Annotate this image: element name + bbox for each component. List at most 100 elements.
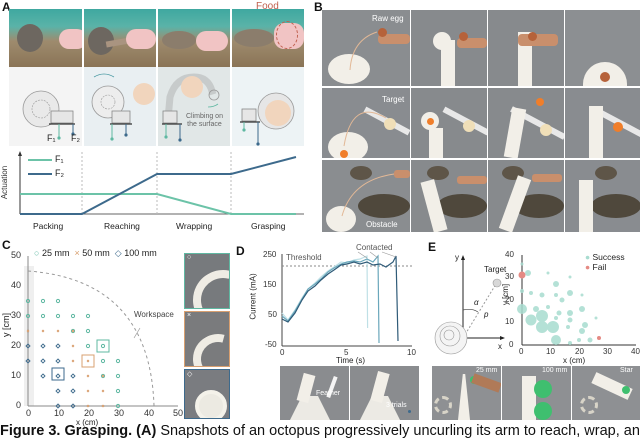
c-ytick-30: 30 bbox=[11, 310, 22, 320]
e-ytick-10: 10 bbox=[505, 317, 514, 326]
legend-success-text: Success bbox=[592, 252, 625, 262]
phase-wrapping: Wrapping bbox=[176, 221, 213, 231]
workspace-label: Workspace bbox=[134, 310, 174, 319]
e-xtick-0: 0 bbox=[519, 347, 524, 356]
phase-packing: Packing bbox=[33, 221, 64, 231]
c-xlabel: x (cm) bbox=[76, 418, 99, 427]
inset-25mm: ○ bbox=[184, 253, 230, 309]
legend-f2: F₂ bbox=[55, 168, 64, 178]
schematic-reaching bbox=[84, 67, 156, 146]
obstacle-photo-3 bbox=[488, 160, 564, 232]
e-ytick-40: 40 bbox=[505, 250, 514, 259]
e-xtick-30: 30 bbox=[603, 347, 612, 356]
target-photo-2 bbox=[411, 88, 487, 158]
target-photo-4 bbox=[565, 88, 640, 158]
e-axis-y: y bbox=[455, 253, 459, 262]
e-ylabel: y [cm] bbox=[501, 283, 511, 306]
success-chart: ● Success ● Fail 0 10 20 30 40 0 10 20 3… bbox=[501, 250, 640, 365]
legend-success: ● Success bbox=[585, 252, 625, 262]
c-xtick-0: 0 bbox=[26, 408, 32, 418]
d-xtick-5: 5 bbox=[344, 348, 349, 357]
octopus-photo-4 bbox=[232, 9, 304, 67]
target-photo-1: Target bbox=[322, 88, 410, 158]
climbing-line-2: the surface bbox=[187, 121, 222, 128]
egg-photo-4 bbox=[565, 10, 640, 86]
f1-label: F₁ bbox=[47, 133, 56, 143]
panel-a-label: A bbox=[2, 0, 11, 14]
panel-d-label: D bbox=[236, 244, 245, 258]
actuation-ylabel: Actuation bbox=[0, 165, 10, 200]
legend-25mm-text: 25 mm bbox=[41, 248, 70, 258]
inset-100mm-marker: ◇ bbox=[187, 371, 193, 378]
grasp-photo-100mm: 100 mm bbox=[502, 366, 571, 420]
contacted-label: Contacted bbox=[356, 243, 393, 252]
octopus-photo-2 bbox=[84, 9, 156, 67]
actuation-chart: F₁ F₂ Actuation Packing Reaching Wrappin… bbox=[0, 148, 310, 236]
food-annotation: Food bbox=[256, 1, 279, 12]
alpha-symbol: α bbox=[474, 298, 479, 307]
c-xtick-50: 50 bbox=[173, 408, 184, 418]
workspace-chart: Workspace 0 10 20 30 40 50 0 10 20 30 40… bbox=[0, 240, 185, 427]
panel-b-label: B bbox=[314, 0, 323, 14]
c-ytick-10: 10 bbox=[11, 370, 22, 380]
target-label: Target bbox=[382, 95, 405, 104]
inset-25mm-marker: ○ bbox=[187, 254, 192, 261]
c-ytick-20: 20 bbox=[11, 340, 22, 350]
octopus-photo-3 bbox=[158, 9, 230, 67]
e-xtick-40: 40 bbox=[631, 347, 640, 356]
e-ytick-0: 0 bbox=[509, 340, 514, 349]
target-annotation: Target bbox=[484, 265, 507, 274]
d-xtick-0: 0 bbox=[280, 348, 285, 357]
inset-100mm: ◇ bbox=[184, 369, 230, 419]
legend-50mm-icon: × bbox=[74, 248, 80, 258]
egg-photo-3 bbox=[488, 10, 564, 86]
label-100mm: 100 mm bbox=[542, 367, 568, 374]
c-ylabel: y [cm] bbox=[1, 313, 11, 337]
feather-label: Feather bbox=[316, 390, 341, 397]
d-xlabel: Time (s) bbox=[336, 356, 366, 365]
legend-f1: F₁ bbox=[55, 154, 64, 164]
current-chart: Threshold Contacted 250 150 50 -50 0 5 1… bbox=[230, 243, 420, 365]
coord-diagram: Target α p y x bbox=[420, 250, 507, 365]
obstacle-photo-2 bbox=[411, 160, 487, 232]
inset-50mm-marker: × bbox=[187, 312, 192, 319]
trials-label: 3 trials bbox=[386, 402, 407, 409]
d-ytick-neg50: -50 bbox=[265, 340, 277, 349]
panel-c-legend: ○ 25 mm × 50 mm ◇ 100 mm bbox=[34, 248, 157, 259]
octopus-photo-1 bbox=[9, 9, 82, 67]
target-photo-3 bbox=[488, 88, 564, 158]
feather-photo-2: 3 trials bbox=[350, 366, 419, 420]
e-xtick-20: 20 bbox=[575, 347, 584, 356]
raw-egg-label: Raw egg bbox=[372, 14, 404, 23]
c-ytick-40: 40 bbox=[11, 280, 22, 290]
c-xtick-30: 30 bbox=[114, 408, 125, 418]
c-xtick-40: 40 bbox=[144, 408, 155, 418]
egg-photo-2 bbox=[411, 10, 487, 86]
e-legend: ● Success ● Fail bbox=[585, 252, 640, 272]
schematic-grasping bbox=[232, 67, 304, 146]
grasp-photo-25mm: 25 mm bbox=[432, 366, 501, 420]
obstacle-photo-4 bbox=[565, 160, 640, 232]
e-axis-x: x bbox=[498, 342, 502, 351]
d-ylabel: Current (mA) bbox=[248, 273, 258, 320]
d-ytick-50: 50 bbox=[268, 310, 277, 319]
d-ytick-250: 250 bbox=[263, 250, 277, 259]
panel-c-label: C bbox=[2, 238, 11, 252]
legend-fail-text: Fail bbox=[592, 262, 607, 272]
climbing-annotation: Climbing on the surface bbox=[186, 113, 223, 129]
label-25mm: 25 mm bbox=[476, 367, 498, 374]
obstacle-label: Obstacle bbox=[366, 220, 398, 229]
label-star: Star bbox=[620, 367, 633, 374]
grasp-photo-star: Star bbox=[572, 366, 640, 420]
phase-grasping: Grasping bbox=[251, 221, 286, 231]
phase-reaching: Reaching bbox=[104, 221, 140, 231]
e-xtick-10: 10 bbox=[546, 347, 555, 356]
c-ytick-50: 50 bbox=[11, 250, 22, 260]
e-ytick-20: 20 bbox=[505, 295, 514, 304]
legend-fail: ● Fail bbox=[585, 262, 607, 272]
legend-50mm-text: 50 mm bbox=[82, 248, 110, 258]
inset-50mm: × bbox=[184, 311, 230, 367]
obstacle-photo-1: Obstacle bbox=[322, 160, 410, 232]
caption-text: Snapshots of an octopus progressively un… bbox=[156, 423, 640, 439]
d-ytick-150: 150 bbox=[263, 280, 277, 289]
